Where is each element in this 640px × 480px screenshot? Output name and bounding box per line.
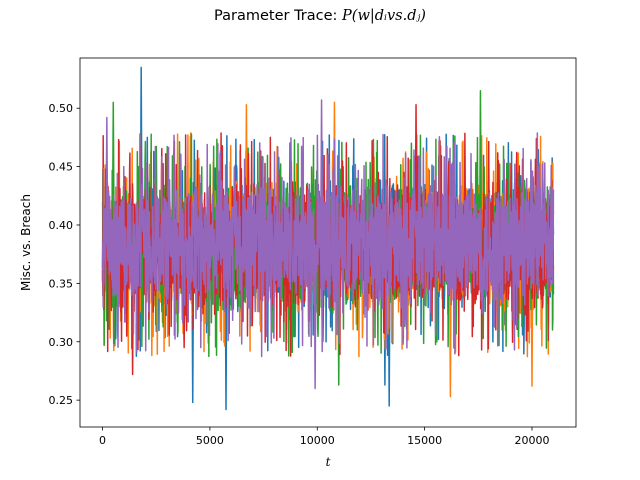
chart-title: Parameter Trace: P(w|dᵢvs.dⱼ): [0, 8, 640, 24]
y-tick-label: 0.25: [49, 394, 74, 407]
x-tick-label: 15000: [407, 434, 442, 447]
y-axis-label: Misc. vs. Breach: [19, 194, 33, 291]
y-tick-label: 0.35: [49, 277, 74, 290]
chart-title-prefix: Parameter Trace:: [214, 8, 343, 24]
trace-series-5: [101, 99, 555, 390]
x-tick-label: 20000: [514, 434, 549, 447]
series-layer: [101, 66, 555, 411]
x-tick-label: 10000: [300, 434, 335, 447]
y-tick-label: 0.40: [49, 219, 74, 232]
y-tick-label: 0.50: [49, 102, 74, 115]
y-tick-label: 0.45: [49, 161, 74, 174]
x-tick-label: 5000: [196, 434, 224, 447]
plot-frame: [79, 57, 577, 428]
y-tick-label: 0.30: [49, 336, 74, 349]
chart-title-math: P(w|dᵢvs.dⱼ): [342, 8, 426, 24]
y-axis: 0.25 0.30 0.35 0.40 0.45 0.50: [49, 102, 80, 407]
x-tick-label: 0: [99, 434, 106, 447]
x-axis-label: t: [326, 455, 331, 469]
x-axis: 0 5000 10000 15000 20000: [99, 427, 549, 447]
